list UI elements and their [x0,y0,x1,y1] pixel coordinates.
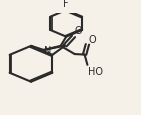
Text: O: O [88,34,96,44]
Text: HO: HO [88,66,103,76]
Text: F: F [63,0,69,9]
Text: N: N [44,46,52,56]
Text: O: O [74,26,82,36]
